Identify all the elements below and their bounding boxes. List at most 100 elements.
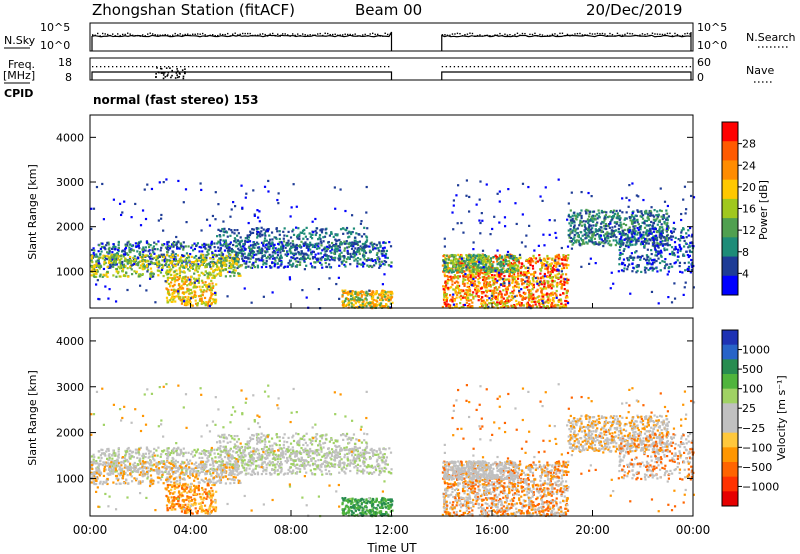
power-cell: [612, 239, 615, 242]
power-cell: [620, 235, 623, 238]
power-cell: [154, 301, 157, 304]
power-cell: [184, 245, 187, 248]
power-cell: [462, 303, 465, 307]
power-cell: [251, 249, 254, 253]
power-cell: [317, 287, 321, 291]
power-cell: [482, 291, 485, 294]
power-cell: [260, 266, 263, 269]
search-noise-point: [244, 32, 246, 35]
power-cell: [167, 259, 171, 262]
power-cell: [603, 215, 606, 218]
power-cell: [256, 209, 259, 212]
power-cell: [549, 298, 552, 301]
search-noise-point: [199, 33, 201, 35]
power-cell: [91, 268, 94, 271]
power-cell: [362, 291, 365, 294]
power-cell: [663, 222, 666, 225]
power-cell: [491, 269, 494, 272]
nave-point: [276, 66, 278, 68]
power-cell: [564, 273, 568, 276]
power-cell: [540, 283, 543, 286]
search-noise-point: [172, 34, 174, 36]
power-cell: [481, 296, 484, 299]
power-cell: [190, 303, 193, 307]
power-cell: [656, 242, 659, 245]
power-cell: [487, 277, 490, 280]
power-cell: [201, 250, 204, 253]
power-cell: [338, 246, 342, 249]
power-cell: [527, 284, 531, 287]
power-cell: [488, 272, 491, 275]
power-cell: [383, 254, 386, 257]
power-cell: [555, 293, 558, 296]
power-cell: [356, 257, 360, 260]
power-cell: [170, 260, 174, 263]
power-cell: [363, 242, 367, 245]
power-cell: [180, 244, 183, 247]
power-cell: [544, 259, 547, 262]
power-cell: [204, 243, 207, 246]
power-cell: [182, 292, 186, 296]
search-noise-point: [531, 33, 534, 36]
search-noise-point: [541, 34, 544, 36]
power-cell: [179, 265, 182, 268]
power-cell: [325, 254, 328, 257]
power-cell: [364, 294, 367, 297]
power-cell: [456, 293, 459, 297]
power-cell: [304, 241, 307, 244]
search-noise-point: [147, 33, 149, 35]
power-cell: [484, 260, 487, 263]
power-cell: [217, 249, 220, 252]
nave-point: [196, 66, 198, 68]
power-cell: [578, 214, 581, 217]
power-cell: [298, 263, 302, 267]
nave-point: [140, 66, 142, 68]
power-cell: [509, 265, 512, 269]
power-cell: [268, 238, 272, 241]
power-cell: [447, 304, 450, 308]
search-noise-point: [114, 35, 116, 37]
search-noise-point: [322, 34, 324, 37]
power-cell: [443, 266, 446, 269]
power-cell: [522, 291, 525, 294]
power-cell: [255, 233, 259, 236]
power-cell: [222, 220, 225, 223]
power-cell: [325, 258, 328, 261]
power-cell: [629, 242, 632, 245]
search-noise-point: [474, 35, 476, 37]
nave-point: [176, 74, 178, 76]
nave-point: [316, 66, 318, 68]
power-cell: [530, 283, 534, 286]
power-cell: [219, 271, 222, 274]
power-cell: [137, 244, 140, 248]
power-cell: [560, 275, 563, 279]
power-cell: [538, 254, 541, 257]
power-cell: [629, 219, 632, 222]
power-cell: [598, 228, 601, 231]
power-cell: [513, 278, 516, 281]
power-cell: [469, 290, 472, 293]
search-noise-point: [616, 32, 619, 35]
search-noise-point: [501, 34, 504, 37]
power-cell: [318, 234, 322, 237]
power-cell: [90, 227, 93, 231]
search-noise-point: [539, 33, 541, 36]
power-cell: [315, 242, 318, 245]
power-cell: [171, 277, 174, 280]
power-cell: [129, 259, 132, 262]
power-cell: [445, 300, 448, 303]
power-cell: [617, 230, 620, 233]
power-cell: [603, 227, 606, 230]
power-cell: [496, 267, 499, 270]
power-cell: [614, 243, 617, 247]
power-cell: [197, 281, 200, 284]
power-cell: [186, 303, 189, 306]
power-cell: [603, 210, 606, 214]
power-cell: [178, 269, 182, 272]
power-cell: [308, 232, 311, 235]
power-cell: [627, 229, 630, 232]
power-cell: [248, 248, 252, 251]
power-cell: [500, 294, 503, 297]
power-cell: [90, 264, 93, 267]
nave-point: [155, 72, 157, 75]
